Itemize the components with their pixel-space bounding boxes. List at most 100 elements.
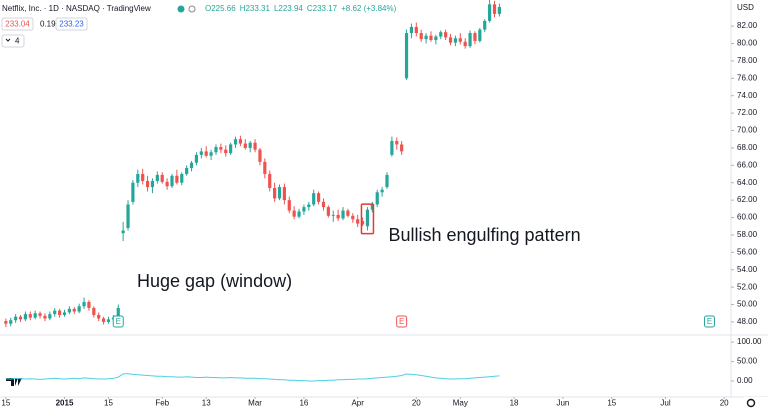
candle-body bbox=[316, 193, 321, 202]
candle-body bbox=[463, 41, 467, 47]
y-tick-label: 76.00 bbox=[737, 73, 758, 82]
candle-body bbox=[341, 210, 345, 219]
candle-body bbox=[365, 209, 370, 227]
candle-body bbox=[175, 175, 179, 183]
candle-body bbox=[150, 180, 155, 188]
candle-body bbox=[189, 162, 194, 168]
indicator-line bbox=[5, 373, 500, 382]
y-tick-label: 74.00 bbox=[737, 91, 758, 100]
x-tick-label: May bbox=[453, 399, 468, 408]
earnings-badge bbox=[112, 315, 124, 328]
candle-body bbox=[326, 207, 330, 216]
candle-body bbox=[473, 33, 477, 41]
candle-body bbox=[351, 215, 355, 220]
candle-body bbox=[229, 144, 233, 154]
candle-body bbox=[336, 214, 340, 219]
candle-body bbox=[453, 38, 458, 43]
candle-body bbox=[194, 154, 199, 163]
candle-body bbox=[287, 200, 291, 211]
candle-body bbox=[38, 313, 42, 316]
earnings-badge bbox=[396, 315, 408, 328]
x-tick-label: 15 bbox=[1, 399, 10, 408]
candle-body bbox=[370, 204, 374, 210]
ask-box[interactable] bbox=[55, 17, 88, 31]
candle-body bbox=[58, 310, 62, 315]
candle-body bbox=[409, 26, 414, 34]
y-tick-label: 48.00 bbox=[737, 317, 758, 326]
y-tick-label: 60.00 bbox=[737, 213, 758, 222]
earnings-marker[interactable]: E bbox=[396, 315, 408, 328]
candle-body bbox=[92, 308, 96, 315]
candle-body bbox=[497, 6, 501, 14]
candle-body bbox=[346, 210, 350, 216]
ohlc-value: C233.17 bbox=[307, 4, 338, 13]
status-icon bbox=[188, 5, 196, 13]
candle-body bbox=[4, 321, 8, 324]
bid-box[interactable] bbox=[1, 17, 34, 31]
y-tick-label: 50.00 bbox=[737, 357, 758, 366]
candle-body bbox=[488, 4, 492, 21]
pattern-box bbox=[360, 203, 375, 235]
indicator-toggle[interactable] bbox=[1, 34, 25, 48]
y-tick-label: 82.00 bbox=[737, 21, 758, 30]
earnings-marker[interactable]: E bbox=[112, 315, 124, 328]
y-tick-label: 54.00 bbox=[737, 265, 758, 274]
candle-body bbox=[302, 207, 306, 212]
candle-body bbox=[136, 174, 140, 183]
candle-body bbox=[243, 143, 247, 148]
candle-body bbox=[106, 319, 111, 322]
candle-body bbox=[62, 312, 67, 315]
x-tick-label: 20 bbox=[720, 399, 729, 408]
candle-body bbox=[155, 174, 159, 181]
y-tick-label: 66.00 bbox=[737, 160, 758, 169]
candle-body bbox=[126, 204, 130, 228]
candle-body bbox=[72, 308, 76, 312]
candle-body bbox=[331, 214, 335, 216]
y-tick-label: 72.00 bbox=[737, 108, 758, 117]
ohlc-value: O225.66 bbox=[205, 4, 236, 13]
x-tick-label: 13 bbox=[202, 399, 211, 408]
candle-body bbox=[67, 308, 71, 313]
candle-body bbox=[18, 316, 23, 320]
y-tick-label: 100.00 bbox=[737, 337, 762, 346]
candle-body bbox=[258, 149, 262, 162]
chevron bbox=[5, 38, 11, 42]
annotation: Bullish engulfing pattern bbox=[388, 225, 580, 245]
candle-body bbox=[165, 181, 169, 187]
x-tick-label: 16 bbox=[299, 399, 308, 408]
candle-body bbox=[97, 314, 101, 319]
candle-body bbox=[277, 187, 282, 199]
y-tick-label: 80.00 bbox=[737, 39, 758, 48]
candle-body bbox=[170, 175, 174, 187]
candle-body bbox=[360, 221, 365, 225]
y-tick-label: 58.00 bbox=[737, 230, 758, 239]
candle-body bbox=[199, 151, 203, 155]
candle-body bbox=[204, 151, 208, 156]
candle-body bbox=[224, 149, 228, 154]
candle-body bbox=[273, 187, 277, 199]
candle-body bbox=[483, 20, 487, 30]
candle-body bbox=[292, 210, 296, 217]
ohlc-value: +8.62 (+3.84%) bbox=[341, 4, 396, 13]
candle-body bbox=[23, 314, 28, 320]
candle-body bbox=[219, 147, 223, 150]
candle-body bbox=[43, 315, 47, 319]
x-tick-label: Jun bbox=[556, 399, 569, 408]
earnings-label: E bbox=[116, 317, 121, 326]
earnings-marker[interactable]: E bbox=[704, 315, 715, 328]
x-tick-label: Mar bbox=[248, 399, 262, 408]
candle-body bbox=[439, 32, 443, 37]
candle-body bbox=[395, 140, 399, 145]
candle-body bbox=[180, 174, 184, 183]
candle-body bbox=[121, 230, 125, 234]
ask-price: 233.23 bbox=[59, 20, 84, 29]
settings-button[interactable] bbox=[746, 398, 756, 408]
ohlc-legend: O225.66 H233.31 L223.94 C233.17 +8.62 (+3.84… bbox=[205, 4, 397, 13]
candle-body bbox=[380, 189, 384, 193]
candle-body bbox=[53, 310, 57, 315]
candle-body bbox=[419, 33, 423, 40]
bid-price: 233.04 bbox=[5, 20, 30, 29]
candle-body bbox=[238, 139, 243, 144]
